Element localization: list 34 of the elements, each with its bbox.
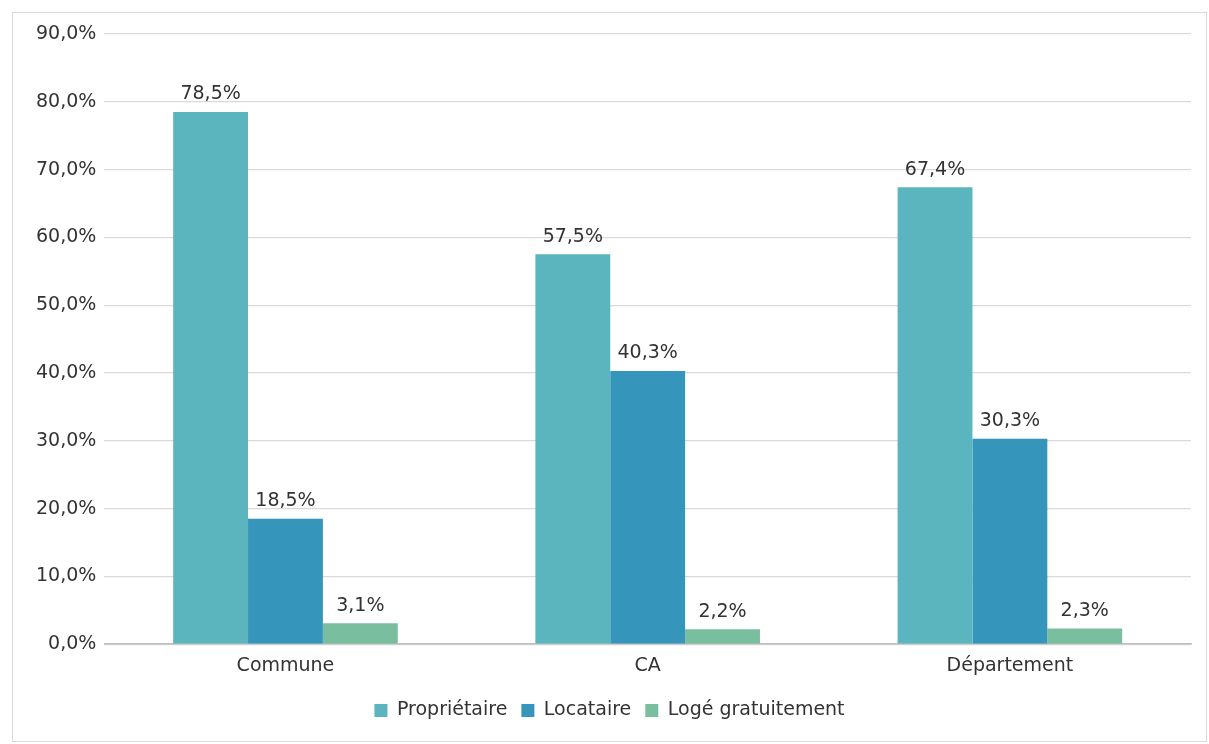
y-tick-label: 60,0% — [36, 224, 97, 247]
y-tick-label: 10,0% — [36, 563, 97, 586]
y-tick-label: 90,0% — [36, 20, 97, 43]
x-tick-label: Commune — [236, 652, 335, 675]
y-tick-label: 80,0% — [36, 88, 97, 111]
y-tick-label: 70,0% — [36, 156, 97, 179]
data-label: 40,3% — [617, 340, 678, 363]
data-label: 18,5% — [255, 488, 316, 511]
y-tick-label: 40,0% — [36, 359, 97, 382]
x-tick-label: Département — [946, 652, 1074, 675]
bar — [535, 254, 611, 644]
data-label: 30,3% — [979, 408, 1041, 431]
legend-label: Logé gratuitement — [667, 697, 845, 720]
y-tick-label: 50,0% — [36, 292, 97, 315]
data-label: 67,4% — [904, 156, 966, 179]
bar — [610, 370, 686, 644]
data-label: 2,2% — [698, 598, 747, 621]
legend-label: Propriétaire — [396, 697, 508, 720]
y-tick-label: 20,0% — [36, 495, 97, 518]
data-label: 57,5% — [542, 223, 603, 246]
bar — [248, 518, 323, 644]
bar — [685, 629, 760, 644]
data-label: 3,1% — [336, 592, 385, 615]
bar — [322, 623, 398, 644]
x-tick-label: CA — [634, 652, 661, 675]
y-tick-label: 0,0% — [48, 631, 97, 654]
bar — [897, 187, 973, 644]
bar — [173, 111, 249, 644]
legend-label: Locataire — [543, 697, 632, 720]
y-tick-label: 30,0% — [36, 427, 97, 450]
bar — [972, 438, 1048, 644]
data-label: 78,5% — [180, 81, 241, 104]
bar — [1047, 628, 1123, 644]
data-label: 2,3% — [1060, 598, 1109, 621]
